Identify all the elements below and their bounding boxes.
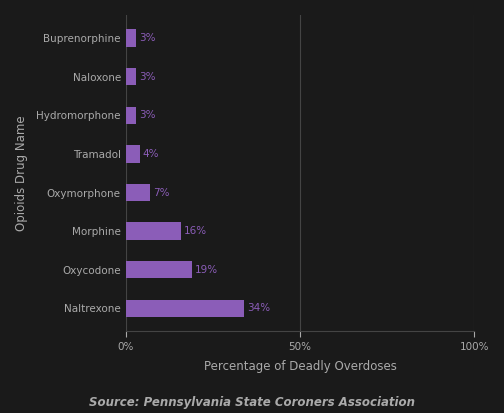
Text: 3%: 3% xyxy=(139,110,155,120)
Text: 16%: 16% xyxy=(184,226,207,236)
Bar xyxy=(125,107,136,124)
Bar xyxy=(125,29,136,47)
Bar xyxy=(125,68,136,85)
Text: 4%: 4% xyxy=(143,149,159,159)
Text: Source: Pennsylvania State Coroners Association: Source: Pennsylvania State Coroners Asso… xyxy=(89,396,415,409)
Text: 3%: 3% xyxy=(139,33,155,43)
Bar xyxy=(125,145,140,163)
Text: 34%: 34% xyxy=(247,304,270,313)
Text: 7%: 7% xyxy=(153,188,169,197)
Text: 19%: 19% xyxy=(195,265,218,275)
Bar xyxy=(125,261,192,278)
Text: 3%: 3% xyxy=(139,72,155,82)
Bar xyxy=(125,223,181,240)
Y-axis label: Opioids Drug Name: Opioids Drug Name xyxy=(15,115,28,231)
Bar xyxy=(125,300,244,317)
Bar xyxy=(125,184,150,201)
X-axis label: Percentage of Deadly Overdoses: Percentage of Deadly Overdoses xyxy=(204,360,397,373)
